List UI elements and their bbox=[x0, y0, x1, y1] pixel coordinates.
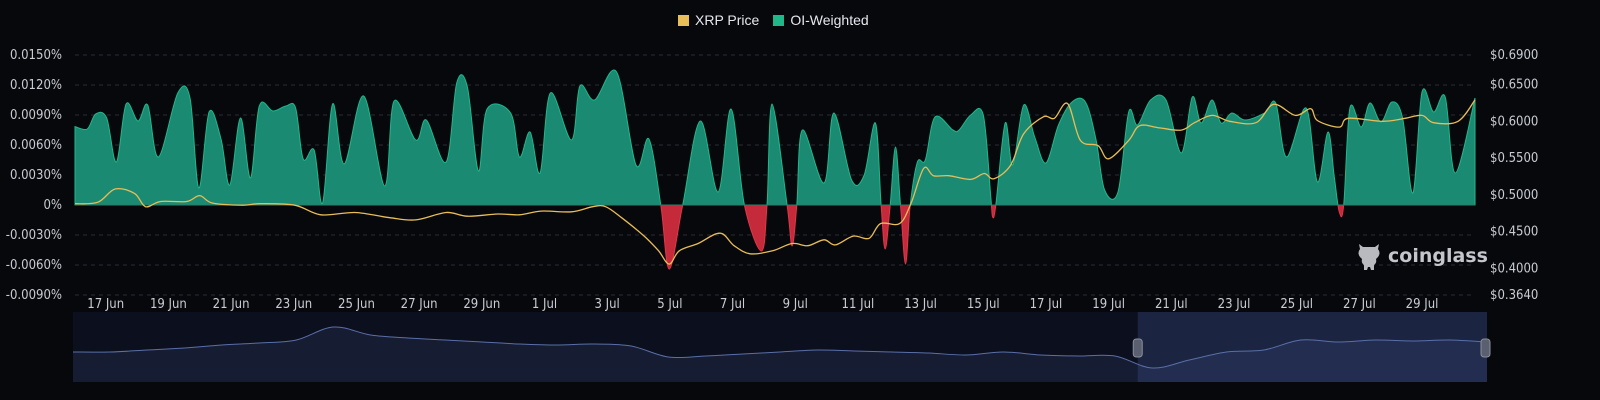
left-axis: 0.0150% 0.0120% 0.0090% 0.0060% 0.0030% 0% -0.… bbox=[6, 48, 62, 303]
left-tick-label: 0.0060% bbox=[10, 138, 62, 153]
x-tick-label: 11 Jul bbox=[842, 297, 875, 312]
x-tick-label: 5 Jul bbox=[657, 297, 682, 312]
navigator-right-handle[interactable] bbox=[1480, 338, 1491, 358]
right-tick-label: $0.6900 bbox=[1490, 48, 1538, 63]
legend-oi-weighted[interactable]: OI-Weighted bbox=[773, 12, 869, 28]
legend: XRP Price OI-Weighted bbox=[678, 12, 869, 28]
right-tick-label: $0.4000 bbox=[1490, 261, 1538, 276]
legend-xrp-price[interactable]: XRP Price bbox=[678, 12, 759, 28]
watermark-text: coinglass bbox=[1388, 245, 1488, 267]
xrp-price-swatch bbox=[678, 14, 689, 26]
x-tick-label: 29 Jul bbox=[1406, 297, 1439, 312]
right-axis: $0.6900 $0.6500 $0.6000 $0.5500 $0.5000 $0.45… bbox=[1490, 48, 1538, 303]
oi-weighted-positive-area bbox=[74, 69, 1476, 205]
x-tick-label: 9 Jul bbox=[783, 297, 808, 312]
range-navigator[interactable] bbox=[72, 312, 1491, 382]
left-tick-label: 0.0120% bbox=[10, 78, 62, 93]
right-tick-label: $0.6500 bbox=[1490, 77, 1538, 92]
right-tick-label: $0.4500 bbox=[1490, 225, 1538, 240]
right-tick-label: $0.5500 bbox=[1490, 151, 1538, 166]
left-tick-label: 0.0030% bbox=[10, 168, 62, 183]
left-tick-label: 0.0090% bbox=[10, 108, 62, 123]
x-tick-label: 13 Jul bbox=[904, 297, 937, 312]
navigator-left-handle[interactable] bbox=[1132, 338, 1143, 358]
x-tick-label: 21 Jun bbox=[213, 297, 250, 312]
x-tick-label: 17 Jul bbox=[1030, 297, 1063, 312]
left-tick-label: -0.0060% bbox=[6, 258, 62, 273]
coinglass-watermark: coinglass bbox=[1356, 241, 1488, 271]
x-tick-label: 1 Jul bbox=[532, 297, 557, 312]
right-tick-label: $0.3640 bbox=[1490, 288, 1538, 303]
x-tick-label: 19 Jun bbox=[150, 297, 187, 312]
oi-weighted-swatch bbox=[773, 14, 785, 26]
left-tick-label: 0.0150% bbox=[10, 48, 62, 63]
x-tick-label: 23 Jun bbox=[275, 297, 312, 312]
right-tick-label: $0.6000 bbox=[1490, 114, 1538, 129]
x-tick-label: 17 Jun bbox=[87, 297, 124, 312]
legend-label: OI-Weighted bbox=[790, 12, 869, 28]
x-tick-label: 21 Jul bbox=[1155, 297, 1188, 312]
navigator-line bbox=[72, 326, 1488, 369]
x-tick-label: 27 Jul bbox=[1343, 297, 1376, 312]
left-tick-label: -0.0090% bbox=[6, 288, 62, 303]
x-tick-label: 7 Jul bbox=[720, 297, 745, 312]
xrp-price-line bbox=[74, 99, 1476, 265]
x-tick-label: 29 Jun bbox=[463, 297, 500, 312]
x-tick-label: 3 Jul bbox=[595, 297, 620, 312]
navigator-selected-range[interactable] bbox=[1137, 312, 1487, 382]
x-tick-label: 19 Jul bbox=[1092, 297, 1125, 312]
x-axis: 17 Jun 19 Jun 21 Jun 23 Jun 25 Jun 27 Jun 29 J… bbox=[87, 297, 1438, 312]
x-tick-label: 25 Jul bbox=[1280, 297, 1313, 312]
x-tick-label: 15 Jul bbox=[967, 297, 1000, 312]
left-tick-label: -0.0030% bbox=[6, 228, 62, 243]
left-tick-label: 0% bbox=[43, 198, 62, 213]
navigator-area bbox=[73, 326, 1487, 382]
x-tick-label: 27 Jun bbox=[401, 297, 438, 312]
x-tick-label: 23 Jul bbox=[1218, 297, 1251, 312]
coinglass-bull-icon bbox=[1358, 244, 1380, 270]
legend-label: XRP Price bbox=[695, 12, 760, 28]
x-tick-label: 25 Jun bbox=[338, 297, 375, 312]
right-tick-label: $0.5000 bbox=[1490, 188, 1538, 203]
